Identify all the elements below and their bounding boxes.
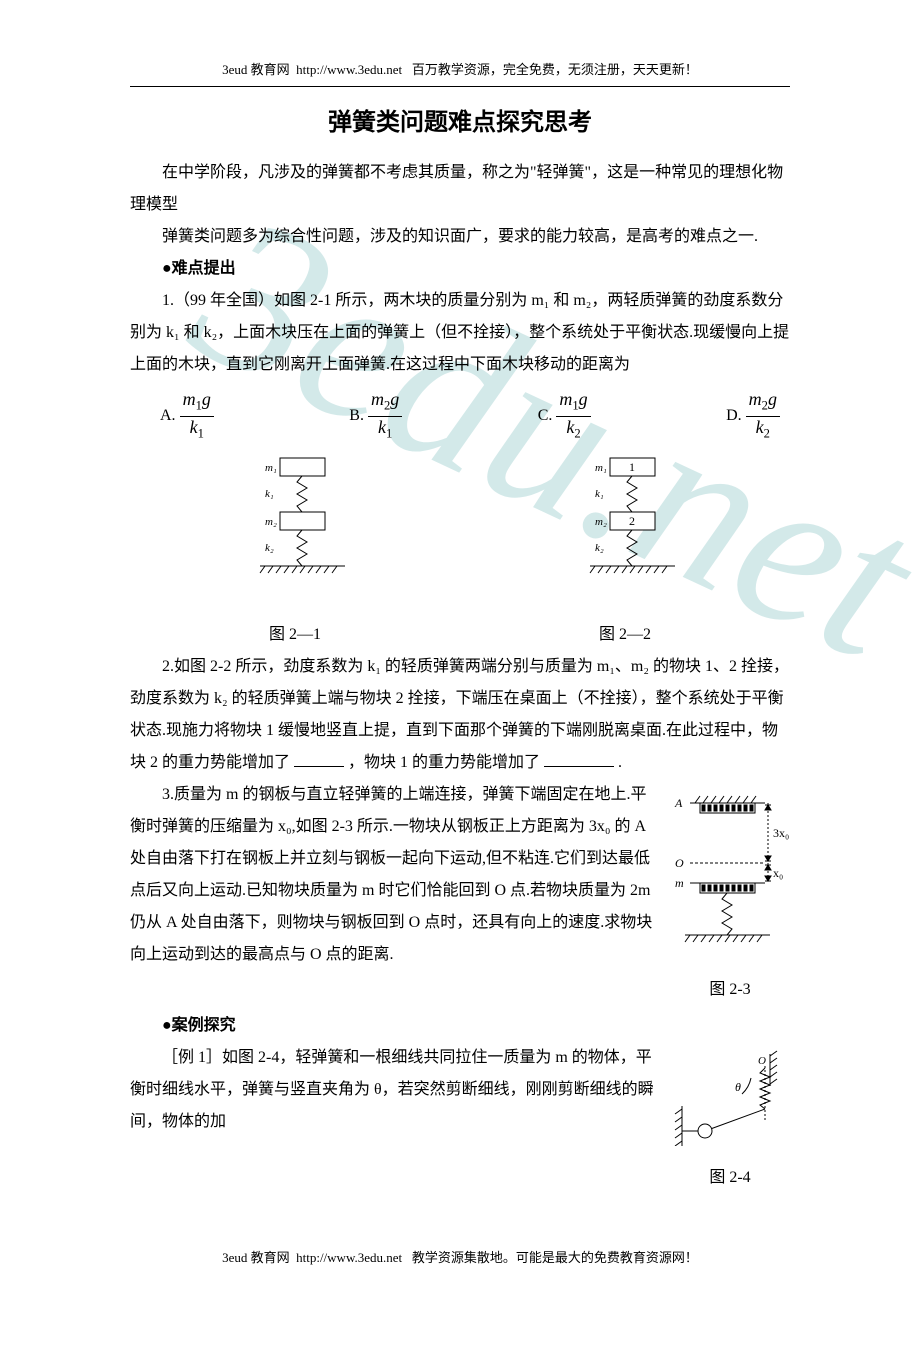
section-difficulties: ●难点提出 — [130, 253, 790, 285]
question-2-text-b: ，物块 1 的重力势能增加了 — [348, 754, 540, 771]
svg-text:2: 2 — [629, 514, 635, 528]
option-d-label: D. — [726, 400, 742, 432]
svg-text:m: m — [675, 876, 684, 890]
blank-1[interactable] — [294, 748, 344, 767]
option-d: D. m2g k2 — [726, 389, 780, 443]
svg-text:1: 1 — [629, 460, 635, 474]
svg-text:k₁: k₁ — [265, 488, 274, 500]
svg-text:m₂: m₂ — [265, 516, 277, 528]
footer-url: http://www.3edu.net — [296, 1250, 402, 1265]
question-2: 2.如图 2-2 所示，劲度系数为 k₁ 的轻质弹簧两端分别与质量为 m₁、m₂… — [130, 651, 790, 779]
option-b-label: B. — [349, 400, 364, 432]
header-rule — [130, 86, 790, 87]
page-title: 弹簧类问题难点探究思考 — [130, 107, 790, 139]
header-url: http://www.3edu.net — [296, 62, 402, 77]
svg-text:A: A — [674, 796, 683, 810]
question-2-text-c: . — [618, 754, 622, 771]
option-c: C. m1g k2 — [538, 389, 591, 443]
svg-text:3x₀: 3x₀ — [773, 826, 789, 840]
figure-2-1-svg: m₁ k₁ m₂ k₂ — [235, 453, 355, 613]
option-a-fraction: m1g k1 — [180, 389, 214, 443]
question-1: 1.（99 年全国）如图 2-1 所示，两木块的质量分别为 m₁ 和 m₂，两轻… — [130, 285, 790, 381]
svg-text:k₂: k₂ — [265, 542, 274, 554]
figure-2-4-caption: 图 2-4 — [670, 1162, 790, 1194]
page-footer: 3eud 教育网 http://www.3edu.net 教学资源集散地。可能是… — [130, 1248, 790, 1268]
figures-2-1-2-2: m₁ k₁ m₂ k₂ 图 2—1 — [130, 453, 790, 651]
header-site: 3eud 教育网 — [222, 62, 290, 77]
svg-text:O: O — [758, 1055, 766, 1067]
option-c-label: C. — [538, 400, 553, 432]
blank-2[interactable] — [544, 748, 614, 767]
figure-2-2-caption: 图 2—2 — [599, 619, 651, 651]
svg-text:k₁: k₁ — [595, 488, 604, 500]
option-c-fraction: m1g k2 — [556, 389, 590, 443]
figure-2-3: A 3x₀ O x₀ m 图 2- — [670, 783, 790, 1006]
svg-text:θ: θ — [735, 1080, 741, 1094]
intro-paragraph-1: 在中学阶段，凡涉及的弹簧都不考虑其质量，称之为"轻弹簧"，这是一种常见的理想化物… — [130, 157, 790, 221]
svg-text:m₁: m₁ — [265, 462, 277, 474]
figure-2-2: 1 m₁ k₁ 2 m₂ k₂ — [565, 453, 685, 651]
section-examples: ●案例探究 — [130, 1010, 790, 1042]
figure-2-3-svg: A 3x₀ O x₀ m — [670, 783, 790, 958]
page-header: 3eud 教育网 http://www.3edu.net 百万教学资源，完全免费… — [130, 60, 790, 80]
footer-tagline: 教学资源集散地。可能是最大的免费教育资源网！ — [412, 1250, 698, 1265]
svg-text:m₁: m₁ — [595, 462, 607, 474]
option-b: B. m2g k1 — [349, 389, 402, 443]
figure-2-3-caption: 图 2-3 — [670, 974, 790, 1006]
svg-text:x₀: x₀ — [773, 866, 783, 880]
figure-2-4: O θ 图 2-4 — [670, 1046, 790, 1194]
figure-2-1-caption: 图 2—1 — [269, 619, 321, 651]
svg-text:O: O — [675, 856, 684, 870]
option-a: A. m1g k1 — [160, 389, 214, 443]
intro-paragraph-2: 弹簧类问题多为综合性问题，涉及的知识面广，要求的能力较高，是高考的难点之一. — [130, 221, 790, 253]
option-a-label: A. — [160, 400, 176, 432]
question-1-options: A. m1g k1 B. m2g k1 C. m1g k2 D. m2g k2 — [160, 389, 780, 443]
svg-text:m₂: m₂ — [595, 516, 607, 528]
figure-2-4-svg: O θ — [670, 1046, 790, 1146]
option-b-fraction: m2g k1 — [368, 389, 402, 443]
option-d-fraction: m2g k2 — [746, 389, 780, 443]
footer-site: 3eud 教育网 — [222, 1250, 290, 1265]
figure-2-2-svg: 1 m₁ k₁ 2 m₂ k₂ — [565, 453, 685, 613]
figure-2-1: m₁ k₁ m₂ k₂ 图 2—1 — [235, 453, 355, 651]
header-tagline: 百万教学资源，完全免费，无须注册，天天更新！ — [412, 62, 698, 77]
svg-text:k₂: k₂ — [595, 542, 604, 554]
